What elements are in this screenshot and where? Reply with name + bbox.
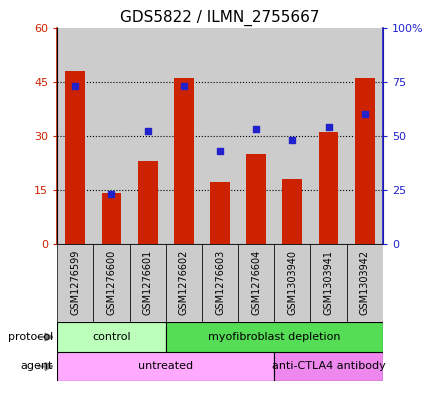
Bar [129,244,166,322]
Point [253,126,260,132]
Text: GSM1276600: GSM1276600 [106,250,117,315]
Text: GSM1276604: GSM1276604 [251,250,261,315]
Text: GSM1276601: GSM1276601 [143,250,153,315]
Bar [57,28,93,244]
Bar [274,352,383,381]
Bar [138,161,158,244]
Text: GSM1303941: GSM1303941 [323,250,334,315]
Bar [238,28,274,244]
Bar [210,182,230,244]
Bar [355,78,375,244]
Bar [166,322,383,352]
Text: myofibroblast depletion: myofibroblast depletion [208,332,341,342]
Text: GSM1276603: GSM1276603 [215,250,225,315]
Text: anti-CTLA4 antibody: anti-CTLA4 antibody [271,362,385,371]
Title: GDS5822 / ILMN_2755667: GDS5822 / ILMN_2755667 [120,10,320,26]
Point [289,137,296,143]
Bar [57,352,274,381]
Bar [57,322,166,352]
Bar [174,78,194,244]
Bar [347,28,383,244]
Point [325,124,332,130]
Text: GSM1276599: GSM1276599 [70,250,80,315]
Point [144,128,151,134]
Text: protocol: protocol [7,332,53,342]
Point [361,111,368,117]
Bar [202,28,238,244]
Bar [238,244,274,322]
Bar [246,154,266,244]
Text: untreated: untreated [138,362,193,371]
Bar [274,244,311,322]
Bar [93,28,129,244]
Bar [282,179,302,244]
Text: agent: agent [20,362,53,371]
Bar [102,193,121,244]
Point [180,83,187,89]
Bar [57,244,93,322]
Bar [347,244,383,322]
Bar [166,28,202,244]
Point [216,147,224,154]
Bar [129,28,166,244]
Bar [311,28,347,244]
Point [72,83,79,89]
Bar [311,244,347,322]
Bar [93,244,129,322]
Text: GSM1303940: GSM1303940 [287,250,297,315]
Bar [274,28,311,244]
Bar [166,244,202,322]
Bar [66,71,85,244]
Text: GSM1303942: GSM1303942 [360,250,370,315]
Bar [202,244,238,322]
Text: control: control [92,332,131,342]
Bar [319,132,338,244]
Text: GSM1276602: GSM1276602 [179,250,189,315]
Point [108,191,115,197]
